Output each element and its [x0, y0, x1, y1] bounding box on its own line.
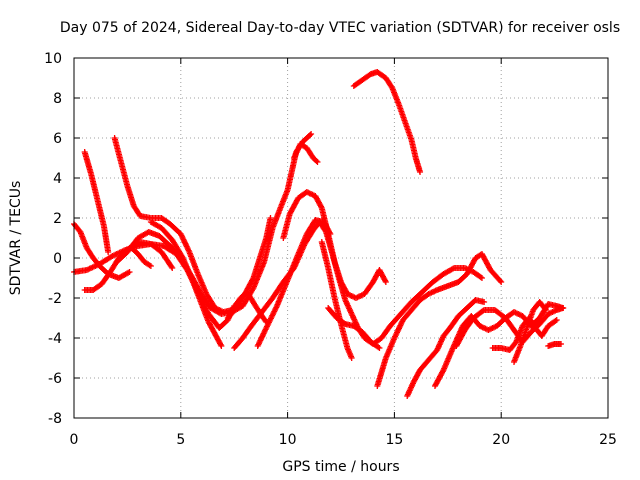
data-point: [249, 276, 256, 283]
data-point: [417, 169, 424, 175]
data-point: [477, 274, 484, 281]
y-tick-label: -6: [48, 371, 62, 387]
data-point: [313, 158, 320, 164]
data-point: [542, 305, 549, 312]
x-tick-label: 25: [599, 432, 617, 448]
data-point: [169, 265, 176, 271]
x-tick-label: 20: [492, 432, 510, 448]
data-point: [439, 368, 446, 375]
y-tick-label: -4: [48, 331, 62, 347]
data-point: [318, 203, 325, 210]
series-arc-r: [404, 297, 488, 399]
x-axis-label: GPS time / hours: [282, 459, 399, 475]
data-point: [126, 269, 133, 275]
y-tick-label: 8: [53, 91, 62, 107]
data-point: [382, 277, 389, 284]
data-point: [498, 279, 505, 285]
x-tick-label: 5: [176, 432, 185, 448]
axis-ticks: 0 5 10 15 20 25 -8 -6 -4 -2 0 2 4 6 8 10: [44, 51, 617, 448]
series-arc-v: [511, 299, 550, 365]
data-point: [382, 279, 389, 285]
data-point: [307, 132, 314, 138]
data-point: [552, 317, 559, 324]
series-arc-o: [325, 305, 383, 351]
y-tick-label: -8: [48, 411, 62, 427]
y-tick-label: 4: [53, 171, 62, 187]
chart-title: Day 075 of 2024, Sidereal Day-to-day VTE…: [60, 20, 620, 36]
x-tick-label: 10: [279, 432, 297, 448]
series-arc-m: [291, 141, 321, 165]
data-point: [146, 262, 153, 269]
series-arc-h: [147, 219, 225, 349]
data-point: [308, 131, 315, 137]
grid-lines: [74, 58, 608, 418]
series-arc-l: [280, 189, 389, 301]
data-point: [479, 307, 486, 314]
data-point: [481, 299, 488, 305]
series-arc-i: [224, 215, 274, 321]
data-point: [218, 343, 225, 349]
data-point: [497, 277, 504, 284]
series-arc-c: [81, 149, 112, 255]
x-tick-label: 0: [70, 432, 79, 448]
y-tick-label: 0: [53, 251, 62, 267]
data-point: [478, 275, 485, 281]
y-axis-label: SDTVAR / TECUs: [8, 181, 24, 296]
data-point: [376, 345, 383, 351]
data-point: [560, 305, 567, 311]
data-point: [314, 159, 321, 165]
data-point: [553, 317, 560, 323]
data-point: [147, 263, 154, 269]
data-point: [125, 269, 132, 276]
y-tick-label: 10: [44, 51, 62, 67]
series-arc-u: [489, 315, 560, 353]
plot-frame: [73, 57, 609, 419]
x-tick-label: 15: [385, 432, 403, 448]
data-point: [375, 344, 382, 351]
data-point: [543, 307, 550, 313]
data-point: [267, 215, 274, 221]
y-tick-label: 2: [53, 211, 62, 227]
series-arc-w: [545, 341, 565, 349]
series-arc-p: [350, 69, 424, 175]
series-arc-q: [374, 251, 505, 389]
series-arc-g: [128, 245, 154, 269]
series-arc-k: [254, 217, 334, 349]
data-point: [558, 341, 565, 347]
data-point: [348, 355, 355, 361]
y-tick-label: -2: [48, 291, 62, 307]
series-arc-n: [318, 239, 355, 361]
data-point: [449, 265, 456, 272]
y-tick-label: 6: [53, 131, 62, 147]
data-points: [71, 69, 567, 399]
data-point: [168, 263, 175, 270]
data-point: [105, 249, 112, 255]
data-point: [217, 341, 224, 348]
